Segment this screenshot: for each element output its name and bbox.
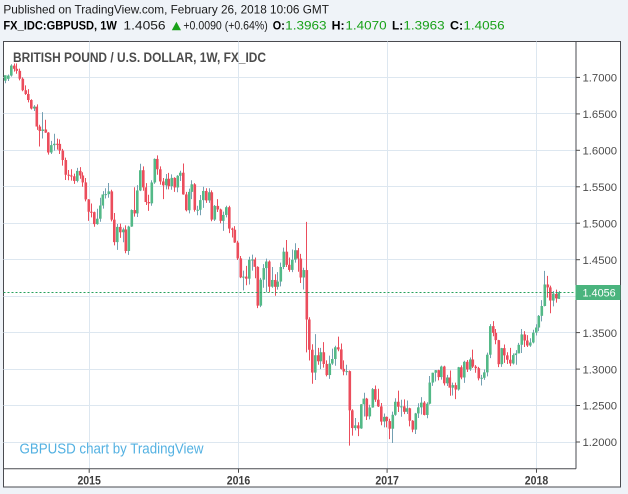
svg-text:1.3500: 1.3500 <box>583 328 618 340</box>
svg-text:O:: O: <box>273 19 285 33</box>
svg-text:L:: L: <box>392 19 403 33</box>
svg-text:2016: 2016 <box>227 475 251 487</box>
svg-text:BRITISH POUND / U.S. DOLLAR, 1: BRITISH POUND / U.S. DOLLAR, 1W, FX_IDC <box>13 50 266 65</box>
svg-text:Published on TradingView.com,: Published on TradingView.com, February 2… <box>3 3 329 17</box>
svg-text:1.6500: 1.6500 <box>583 109 618 121</box>
svg-text:H:: H: <box>332 19 345 33</box>
svg-text:FX_IDC:GBPUSD, 1W: FX_IDC:GBPUSD, 1W <box>3 19 117 33</box>
svg-text:1.7000: 1.7000 <box>583 73 618 85</box>
svg-text:GBPUSD chart by TradingView: GBPUSD chart by TradingView <box>20 440 204 457</box>
svg-text:2015: 2015 <box>77 475 101 487</box>
svg-text:1.3000: 1.3000 <box>583 364 618 376</box>
svg-text:C:: C: <box>450 19 463 33</box>
svg-text:1.3963: 1.3963 <box>285 19 327 33</box>
svg-text:2017: 2017 <box>375 475 399 487</box>
svg-text:1.4056: 1.4056 <box>123 19 166 33</box>
svg-text:+0.0090 (+0.64%): +0.0090 (+0.64%) <box>183 19 267 33</box>
svg-text:1.4056: 1.4056 <box>463 19 505 33</box>
svg-text:1.4500: 1.4500 <box>583 255 618 267</box>
svg-text:1.2000: 1.2000 <box>583 437 618 449</box>
svg-text:1.4056: 1.4056 <box>583 288 616 300</box>
svg-text:2018: 2018 <box>525 475 549 487</box>
svg-text:1.3963: 1.3963 <box>403 19 445 33</box>
svg-text:1.4070: 1.4070 <box>345 19 387 33</box>
svg-text:1.2500: 1.2500 <box>583 401 618 413</box>
svg-text:1.5500: 1.5500 <box>583 182 618 194</box>
svg-text:1.6000: 1.6000 <box>583 146 618 158</box>
svg-text:1.5000: 1.5000 <box>583 218 618 230</box>
